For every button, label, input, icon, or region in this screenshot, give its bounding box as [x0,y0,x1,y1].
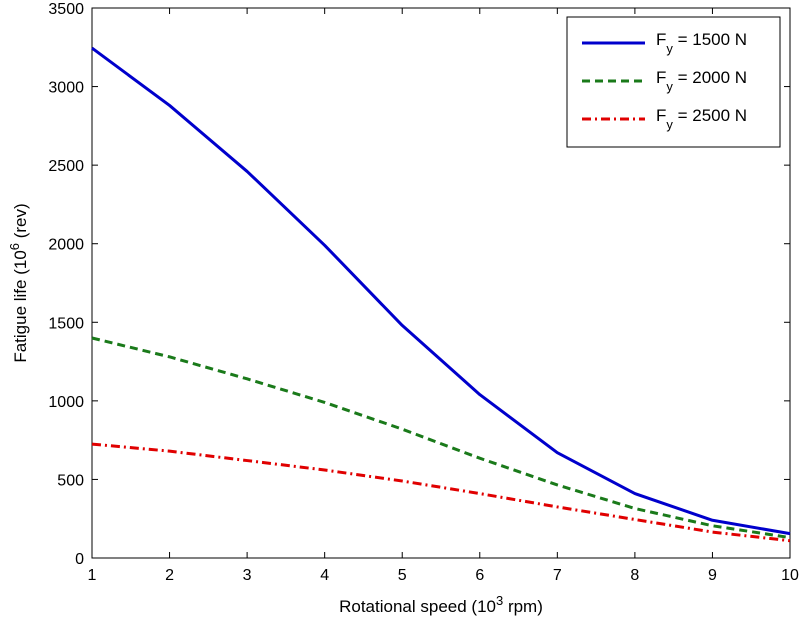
y-tick-label: 1500 [48,315,84,332]
legend-label-1: Fy = 1500 N [656,30,747,56]
y-tick-label: 2500 [48,158,84,175]
legend-label-2: Fy = 2000 N [656,68,747,94]
legend-label-3: Fy = 2500 N [656,106,747,132]
y-tick-label: 1000 [48,394,84,411]
x-axis-ticks: 1 2 3 4 5 6 7 8 9 10 [88,8,799,584]
x-tick-label: 3 [243,567,252,584]
y-tick-label: 2000 [48,237,84,254]
y-axis-ticks: 0 500 1000 1500 2000 2500 3000 3500 [48,1,790,568]
x-tick-label: 1 [88,567,97,584]
x-tick-label: 5 [398,567,407,584]
x-tick-label: 4 [320,567,329,584]
x-axis-label: Rotational speed (103 rpm) [339,593,543,616]
y-tick-label: 3000 [48,80,84,97]
legend: Fy = 1500 N Fy = 2000 N Fy = 2500 N [566,16,781,148]
series-line-1 [91,46,791,536]
series-line-3 [91,442,791,543]
x-tick-label: 6 [475,567,484,584]
y-tick-label: 500 [57,472,84,489]
y-axis-label: Fatigue life (106 (rev) [7,203,30,362]
x-tick-label: 9 [708,567,717,584]
x-tick-label: 10 [781,567,799,584]
x-tick-label: 8 [630,567,639,584]
x-tick-label: 7 [553,567,562,584]
y-tick-label: 0 [75,551,84,568]
series-line-2 [91,336,791,540]
y-tick-label: 3500 [48,1,84,18]
x-tick-label: 2 [165,567,174,584]
series-layer [91,46,791,543]
